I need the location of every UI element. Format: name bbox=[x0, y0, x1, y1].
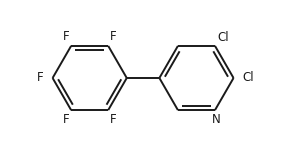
Text: F: F bbox=[37, 71, 44, 85]
Text: N: N bbox=[212, 112, 221, 126]
Text: Cl: Cl bbox=[218, 31, 229, 44]
Text: F: F bbox=[63, 113, 69, 126]
Text: F: F bbox=[63, 30, 69, 43]
Text: F: F bbox=[110, 30, 117, 43]
Text: Cl: Cl bbox=[242, 71, 254, 85]
Text: F: F bbox=[110, 113, 117, 126]
